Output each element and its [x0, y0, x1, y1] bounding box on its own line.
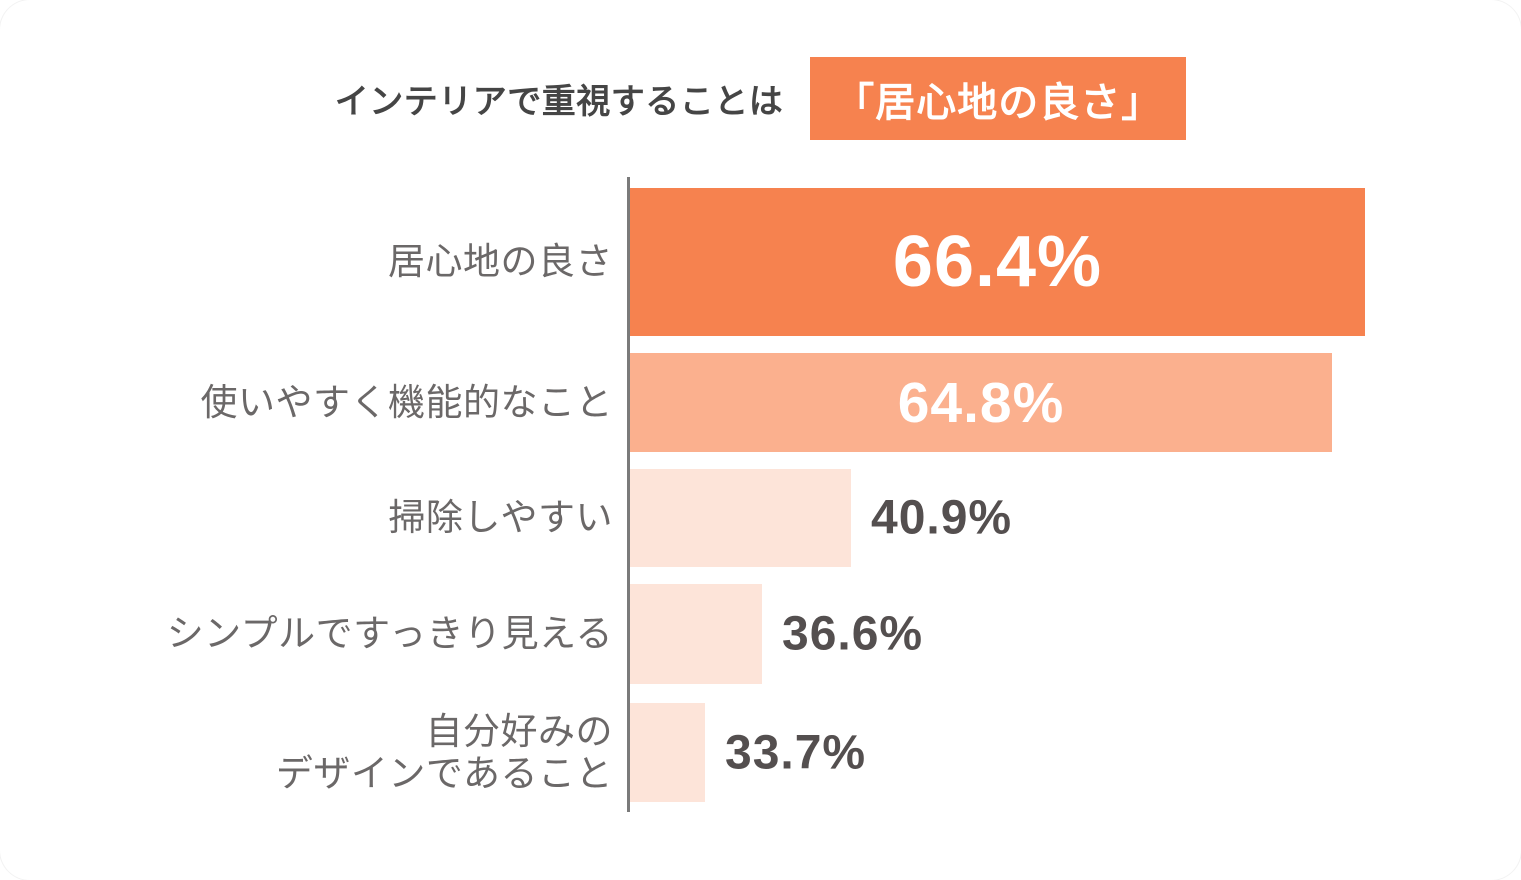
- bar: 66.4%: [630, 188, 1365, 336]
- chart-header: インテリアで重視することは 「居心地の良さ」: [0, 0, 1521, 140]
- bar: 40.9%: [630, 469, 1011, 567]
- category-label: 掃除しやすい: [388, 497, 613, 539]
- bar-value-label: 64.8%: [897, 370, 1065, 435]
- category-label: シンプルですっきり見える: [166, 613, 613, 655]
- bar-track: 40.9%: [630, 469, 1011, 567]
- bar-track: 33.7%: [630, 703, 865, 802]
- bar-row: 居心地の良さ 66.4%: [0, 188, 1521, 336]
- bar-chart: 居心地の良さ 66.4% 使いやすく機能的なこと 64.8% 掃除しやすい: [0, 177, 1521, 812]
- bar: 33.7%: [630, 703, 865, 802]
- bar-value-label: 66.4%: [892, 222, 1103, 302]
- bar: 36.6%: [630, 584, 922, 684]
- bar-row: 自分好みの デザインであること 33.7%: [0, 703, 1521, 802]
- chart-title: インテリアで重視することは: [334, 83, 784, 121]
- bar-row: 掃除しやすい 40.9%: [0, 469, 1521, 567]
- title-highlight-label: 「居心地の良さ」: [834, 80, 1163, 125]
- bar-value-label: 36.6%: [782, 607, 924, 661]
- title-highlight-badge: 「居心地の良さ」: [810, 57, 1187, 140]
- bar-track: 36.6%: [630, 584, 922, 684]
- bar: 64.8%: [630, 353, 1332, 452]
- bar-row: 使いやすく機能的なこと 64.8%: [0, 353, 1521, 452]
- bar-row: シンプルですっきり見える 36.6%: [0, 584, 1521, 684]
- axis-line: [627, 177, 630, 812]
- bar-track: 66.4%: [630, 188, 1365, 336]
- bar-rows: 居心地の良さ 66.4% 使いやすく機能的なこと 64.8% 掃除しやすい: [0, 177, 1521, 802]
- bar-track: 64.8%: [630, 353, 1332, 452]
- category-label: 使いやすく機能的なこと: [200, 381, 613, 423]
- category-label: 自分好みの デザインであること: [275, 711, 613, 794]
- category-label: 居心地の良さ: [388, 241, 613, 283]
- bar-value-label: 40.9%: [871, 491, 1013, 545]
- bar-value-label: 33.7%: [725, 726, 867, 779]
